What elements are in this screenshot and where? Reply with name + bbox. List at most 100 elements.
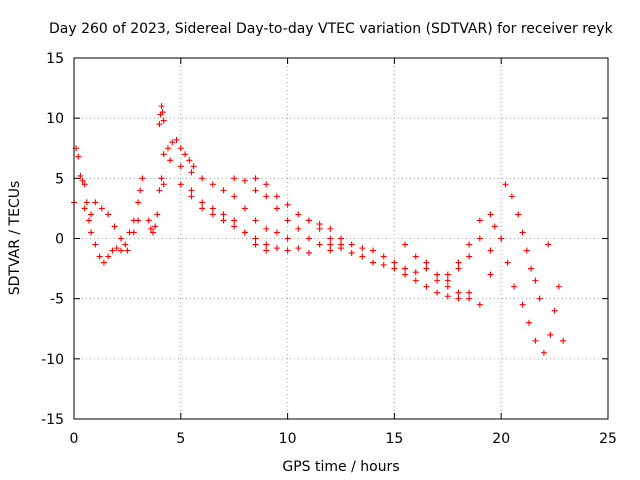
data-point xyxy=(402,265,409,272)
data-point xyxy=(209,211,216,218)
data-point xyxy=(135,199,142,206)
series-r xyxy=(519,229,543,302)
data-point xyxy=(476,217,483,224)
data-point xyxy=(551,307,558,314)
data-point xyxy=(130,229,137,236)
data-point xyxy=(88,229,95,236)
data-points xyxy=(71,103,567,356)
data-point xyxy=(412,253,419,260)
data-point xyxy=(515,211,522,218)
data-point xyxy=(423,259,430,266)
data-point xyxy=(190,163,197,170)
data-point xyxy=(316,221,323,228)
data-point xyxy=(316,241,323,248)
y-tick-label: -5 xyxy=(50,292,64,308)
data-point xyxy=(252,235,259,242)
data-point xyxy=(434,271,441,278)
data-point xyxy=(380,261,387,268)
data-point xyxy=(412,277,419,284)
data-point xyxy=(188,187,195,194)
data-point xyxy=(348,241,355,248)
data-point xyxy=(455,265,462,272)
data-point xyxy=(444,277,451,284)
data-point xyxy=(81,181,88,188)
data-point xyxy=(555,283,562,290)
data-point xyxy=(96,253,103,260)
data-point xyxy=(150,229,157,236)
data-point xyxy=(504,259,511,266)
data-point xyxy=(158,103,165,110)
data-point xyxy=(295,225,302,232)
data-point xyxy=(117,235,124,242)
data-point xyxy=(220,217,227,224)
y-tick-label: 10 xyxy=(46,111,64,127)
data-point xyxy=(455,289,462,296)
data-point xyxy=(169,139,176,146)
series-n xyxy=(423,217,483,278)
x-tick-label: 0 xyxy=(70,431,79,447)
x-tick-label: 15 xyxy=(385,431,403,447)
y-axis: -15 -10 -5 0 5 10 15 xyxy=(41,51,608,428)
data-point xyxy=(476,301,483,308)
data-point xyxy=(519,229,526,236)
data-point xyxy=(273,205,280,212)
data-point xyxy=(338,235,344,242)
data-point xyxy=(188,193,195,200)
data-point xyxy=(167,157,174,164)
data-point xyxy=(487,211,494,218)
data-point xyxy=(92,199,99,206)
data-point xyxy=(434,289,441,296)
data-point xyxy=(122,241,129,248)
data-point xyxy=(83,199,90,206)
data-point xyxy=(177,181,184,188)
series-l xyxy=(327,241,462,302)
data-point xyxy=(220,211,227,218)
data-point xyxy=(164,145,171,152)
data-point xyxy=(252,241,259,248)
series-o xyxy=(444,235,494,284)
data-point xyxy=(491,223,498,230)
data-point xyxy=(173,136,180,143)
data-point xyxy=(241,229,248,236)
data-point xyxy=(295,245,302,252)
data-point xyxy=(241,205,248,212)
series-d xyxy=(156,103,167,128)
data-point xyxy=(519,301,526,308)
data-point xyxy=(476,235,483,242)
data-point xyxy=(79,177,86,184)
data-point xyxy=(508,193,515,200)
x-tick-label: 10 xyxy=(279,431,297,447)
data-point xyxy=(305,235,312,242)
data-point xyxy=(88,211,95,218)
data-point xyxy=(444,271,451,278)
data-point xyxy=(98,205,105,212)
data-point xyxy=(220,187,227,194)
data-point xyxy=(177,163,184,170)
data-point xyxy=(273,245,280,252)
series-t xyxy=(547,283,567,344)
series-s xyxy=(545,241,552,248)
data-point xyxy=(158,175,165,182)
data-point xyxy=(359,245,366,252)
data-point xyxy=(511,283,518,290)
data-point xyxy=(284,235,291,242)
data-point xyxy=(444,293,451,300)
data-point xyxy=(466,289,473,296)
data-point xyxy=(105,211,112,218)
data-point xyxy=(252,175,259,182)
data-point xyxy=(100,259,107,266)
data-point xyxy=(186,157,193,164)
data-point xyxy=(160,181,167,188)
y-tick-label: 5 xyxy=(55,171,64,187)
data-point xyxy=(370,247,377,254)
data-point xyxy=(466,295,473,302)
series-c xyxy=(145,175,167,236)
data-point xyxy=(111,223,118,230)
data-point xyxy=(139,175,146,182)
data-point xyxy=(137,187,144,194)
data-point xyxy=(412,269,419,276)
y-tick-label: -15 xyxy=(41,412,64,428)
data-point xyxy=(338,245,344,252)
data-point xyxy=(273,229,280,236)
